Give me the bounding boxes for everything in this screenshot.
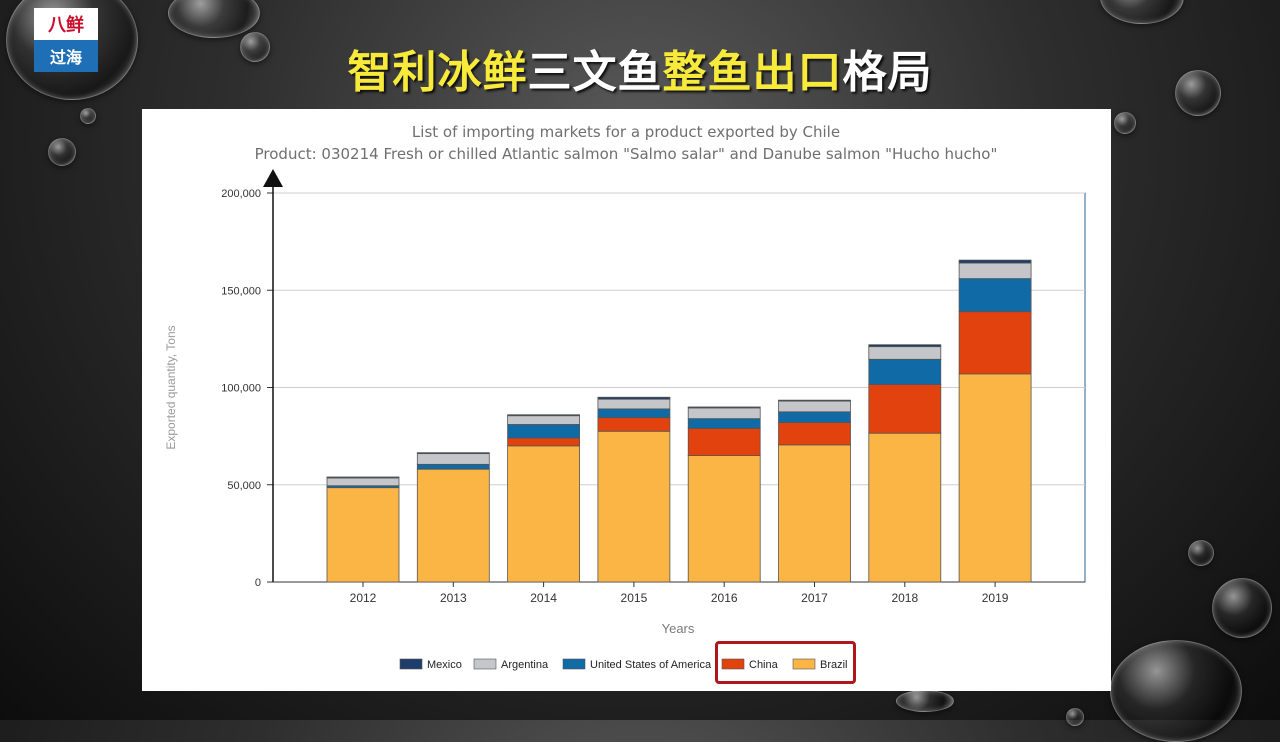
bar-segment-united-states-of-america	[868, 358, 942, 385]
legend-swatch	[721, 658, 745, 670]
page-title: 智利冰鲜三文鱼整鱼出口格局	[0, 36, 1280, 100]
bar-segment-united-states-of-america	[597, 408, 671, 419]
bar-segment-mexico	[416, 452, 490, 455]
bar-segment-brazil	[958, 373, 1032, 583]
legend-swatch	[399, 658, 423, 670]
y-tick-label: 150,000	[221, 285, 261, 297]
bar-segment-brazil	[326, 487, 400, 583]
logo-line2: 过海	[34, 40, 98, 72]
water-drop-decoration	[896, 690, 954, 712]
stacked-bar-chart: List of importing markets for a product …	[164, 123, 1086, 671]
bar-segment-china	[778, 422, 851, 446]
bar-segment-china	[597, 417, 671, 432]
title-segment: 三文鱼	[527, 47, 663, 98]
bar-segment-brazil	[597, 430, 671, 583]
x-tick-label: 2017	[801, 591, 828, 605]
bar-segment-brazil	[507, 445, 581, 583]
y-tick-label: 50,000	[227, 480, 261, 492]
y-axis-label: Exported quantity, Tons	[164, 325, 178, 449]
bar-segment-brazil	[778, 444, 851, 583]
x-tick-label: 2013	[440, 591, 467, 605]
bar-segment-brazil	[868, 432, 942, 583]
y-axis-arrow-icon	[263, 169, 283, 187]
bar-segment-argentina	[326, 477, 400, 487]
bar-segment-mexico	[687, 406, 761, 409]
legend-label: Mexico	[427, 659, 462, 671]
x-tick-label: 2014	[530, 591, 557, 605]
water-drop-decoration	[80, 108, 96, 124]
legend-swatch	[562, 658, 586, 670]
bar-segment-china	[687, 427, 761, 456]
bar-segment-argentina	[597, 398, 671, 410]
legend-label: United States of America	[590, 659, 712, 671]
x-tick-label: 2016	[711, 591, 738, 605]
bar-segment-united-states-of-america	[507, 424, 581, 439]
x-tick-label: 2015	[621, 591, 648, 605]
bar-segment-argentina	[778, 400, 851, 413]
water-drop-decoration	[240, 32, 270, 62]
bar-segment-argentina	[416, 453, 490, 465]
water-drop-decoration	[1100, 0, 1184, 24]
x-tick-label: 2019	[982, 591, 1009, 605]
bar-segment-argentina	[507, 415, 581, 425]
water-drop-decoration	[1114, 112, 1136, 134]
bar-segment-mexico	[597, 396, 671, 400]
water-drop-decoration	[168, 0, 260, 38]
title-segment: 智利冰鲜	[347, 47, 528, 98]
bar-segment-argentina	[687, 407, 761, 420]
y-tick-label: 200,000	[221, 188, 261, 200]
water-drop-decoration	[1066, 708, 1084, 726]
bar-segment-china	[958, 311, 1032, 375]
x-tick-label: 2018	[891, 591, 918, 605]
legend-label: Brazil	[820, 659, 848, 671]
logo-line1: 八鲜	[34, 8, 98, 40]
water-drop-decoration	[48, 138, 76, 166]
legend-swatch	[473, 658, 497, 670]
bar-segment-argentina	[868, 346, 942, 360]
title-segment: 整鱼出口	[662, 47, 843, 98]
bar-segment-mexico	[778, 399, 851, 402]
brand-logo: 八鲜 过海	[34, 8, 98, 72]
water-drop-decoration	[1212, 578, 1272, 638]
x-axis-label: Years	[662, 621, 695, 636]
chart-subtitle: Product: 030214 Fresh or chilled Atlanti…	[255, 145, 998, 163]
legend-highlight-box	[715, 641, 856, 684]
x-tick-label: 2012	[350, 591, 377, 605]
legend-label: China	[749, 659, 779, 671]
y-tick-label: 0	[255, 577, 261, 589]
bar-segment-argentina	[958, 262, 1032, 279]
bar-segment-china	[868, 384, 942, 434]
chart-title: List of importing markets for a product …	[412, 123, 840, 141]
y-tick-label: 100,000	[221, 383, 261, 395]
water-drop-decoration	[1110, 640, 1242, 742]
title-segment: 格局	[842, 47, 933, 98]
bar-segment-mexico	[326, 476, 400, 479]
bar-segment-united-states-of-america	[416, 463, 490, 470]
bar-segment-united-states-of-america	[687, 418, 761, 429]
chart-panel: List of importing markets for a product …	[142, 109, 1111, 691]
bar-segment-united-states-of-america	[778, 411, 851, 423]
legend-label: Argentina	[501, 659, 549, 671]
water-drop-decoration	[1188, 540, 1214, 566]
legend-swatch	[792, 658, 816, 670]
bar-segment-brazil	[687, 455, 761, 583]
bar-segment-united-states-of-america	[958, 278, 1032, 313]
bar-segment-mexico	[868, 344, 942, 348]
bar-segment-mexico	[958, 259, 1032, 264]
bar-segment-mexico	[507, 414, 581, 417]
bar-segment-brazil	[416, 468, 490, 583]
bar-segment-china	[507, 437, 581, 447]
water-drop-decoration	[1175, 70, 1221, 116]
